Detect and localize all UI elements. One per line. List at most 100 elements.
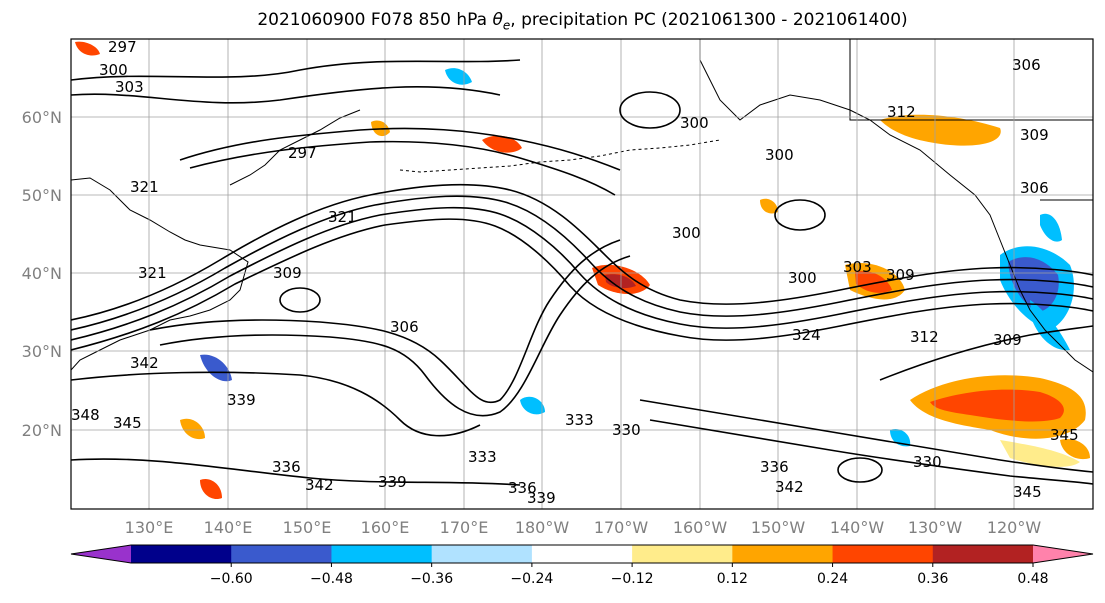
contour-line — [189, 140, 616, 196]
colorbar: −0.60 −0.48 −0.36 −0.24 −0.12 0.12 0.24 0.36 0.4… — [70, 544, 1094, 587]
contour-label: 345 — [1013, 483, 1042, 501]
lon-label: 150°E — [283, 518, 332, 537]
precip-area — [930, 389, 1064, 422]
precip-area — [200, 478, 222, 500]
colorbar-tick-label: −0.48 — [310, 571, 353, 587]
lon-label: 160°W — [673, 518, 728, 537]
contour-line — [879, 325, 1093, 381]
colorbar-tick-label: 0.36 — [917, 571, 948, 587]
contour-label: 312 — [887, 103, 916, 121]
contour-label: 309 — [886, 266, 915, 284]
colorbar-segment — [832, 545, 934, 563]
precip-area — [605, 274, 636, 289]
lat-label: 60°N — [22, 108, 62, 127]
north-america-coast — [699, 39, 1093, 373]
contour-line — [71, 458, 521, 486]
contour-label: 306 — [1020, 179, 1049, 197]
lon-label: 140°W — [830, 518, 885, 537]
contour-line — [774, 199, 826, 231]
lat-label: 40°N — [22, 264, 62, 283]
lon-label: 170°E — [440, 518, 489, 537]
kamchatka-coast — [229, 109, 361, 186]
lon-label: 120°W — [987, 518, 1042, 537]
precip-area — [520, 396, 545, 415]
map-title: 2021060900 F078 850 hPa θe, precipitatio… — [0, 10, 1105, 32]
lon-label: 150°W — [751, 518, 806, 537]
contour-line — [649, 419, 1093, 485]
contour-label: 300 — [788, 269, 817, 287]
colorbar-tick-label: 0.24 — [817, 571, 848, 587]
latitude-axis: 60°N 50°N 40°N 30°N 20°N — [22, 108, 62, 440]
lon-label: 140°E — [204, 518, 253, 537]
canada-border — [849, 39, 1093, 121]
ocean-background — [71, 39, 1093, 509]
contour-line — [639, 399, 1093, 473]
title-prefix: 2021060900 F078 850 hPa — [257, 10, 493, 30]
precip-area — [75, 41, 100, 56]
contour-line — [71, 183, 1093, 321]
contour-label: 321 — [328, 208, 357, 226]
precip-area — [180, 418, 205, 440]
contour-label: 324 — [792, 326, 821, 344]
coastlines — [71, 39, 1093, 373]
colorbar-segment — [131, 545, 232, 563]
plot-area: 297 300 303 297 300 300 300 300 303 306 … — [71, 38, 1093, 509]
contour-line — [619, 91, 681, 129]
contour-line — [71, 59, 521, 81]
lon-label: 130°W — [908, 518, 963, 537]
contour-label: 342 — [305, 476, 334, 494]
contour-label: 345 — [113, 414, 142, 432]
contour-label: 309 — [273, 264, 302, 282]
contour-label: 342 — [775, 478, 804, 496]
precip-area — [1060, 439, 1090, 460]
precip-area — [1000, 440, 1080, 467]
contour-label: 339 — [227, 391, 256, 409]
contour-label: 330 — [612, 421, 641, 439]
contour-label: 309 — [1020, 126, 1049, 144]
precip-area — [1040, 213, 1062, 242]
colorbar-segment — [231, 545, 332, 563]
contour-label: 303 — [115, 78, 144, 96]
colorbar-segment — [331, 545, 433, 563]
lon-label: 130°E — [125, 518, 174, 537]
precipitation-shading — [75, 41, 1090, 500]
contour-label: 348 — [71, 406, 100, 424]
precip-area — [880, 114, 1001, 146]
longitude-axis: 130°E 140°E 150°E 160°E 170°E 180°W 170°… — [125, 518, 1042, 537]
theta-e-contours — [71, 59, 1093, 486]
lon-label: 160°E — [361, 518, 410, 537]
contour-label-group: 297 300 303 297 300 300 300 300 303 306 … — [71, 38, 1079, 507]
colorbar-tick-label: −0.12 — [611, 571, 654, 587]
lat-label: 50°N — [22, 186, 62, 205]
precip-area — [855, 271, 892, 293]
colorbar-tick-label: −0.36 — [410, 571, 453, 587]
graticule — [71, 39, 1093, 509]
precip-area — [482, 135, 522, 153]
colorbar-segment — [732, 545, 834, 563]
contour-label: 303 — [843, 258, 872, 276]
precip-area — [760, 198, 778, 214]
contour-label: 345 — [1050, 426, 1079, 444]
colorbar-segment — [431, 545, 533, 563]
contour-label: 306 — [1012, 56, 1041, 74]
contour-label: 342 — [130, 354, 159, 372]
contour-line — [279, 287, 321, 313]
colorbar-tick-label: 0.48 — [1017, 571, 1048, 587]
colorbar-outline — [70, 544, 1094, 564]
lat-label: 20°N — [22, 421, 62, 440]
contour-line — [71, 86, 501, 104]
colorbar-tick-label: −0.60 — [210, 571, 253, 587]
contour-line — [71, 206, 1093, 341]
theta-symbol: θ — [492, 10, 503, 30]
contour-label: 333 — [565, 411, 594, 429]
contour-label: 336 — [508, 479, 537, 497]
plot-frame — [70, 38, 1094, 510]
contour-label: 297 — [108, 38, 137, 56]
contour-label: 309 — [993, 331, 1022, 349]
contour-line — [71, 371, 481, 437]
contour-label: 300 — [765, 146, 794, 164]
aleutian-islands — [399, 139, 721, 173]
contour-label: 306 — [390, 318, 419, 336]
precip-area — [200, 354, 232, 382]
